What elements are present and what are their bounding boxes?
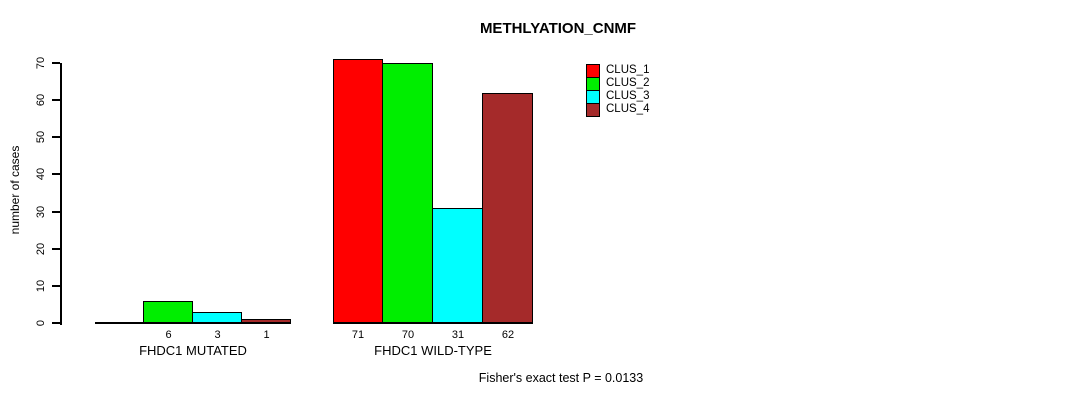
- y-axis-tick: [52, 284, 60, 287]
- y-tick-label: 70: [35, 56, 47, 70]
- legend-item-clus_3: CLUS_3: [586, 89, 650, 104]
- group-label: FHDC1 WILD-TYPE: [374, 343, 492, 358]
- bar-clus_4: [241, 319, 291, 323]
- legend-label: CLUS_3: [606, 90, 650, 102]
- legend-label: CLUS_2: [606, 77, 650, 89]
- bar-clus_4: [482, 93, 533, 323]
- annotation-text: Fisher's exact test P = 0.0133: [478, 371, 644, 385]
- bar-value-label: 1: [263, 329, 270, 341]
- bar-value-label: 3: [214, 329, 221, 341]
- legend: CLUS_1 CLUS_2 CLUS_3 CLUS_4: [586, 63, 650, 117]
- y-tick-label: 50: [35, 131, 47, 144]
- legend-swatch: [586, 76, 600, 91]
- y-axis-line: [60, 63, 62, 325]
- y-tick-label: 10: [35, 279, 47, 292]
- legend-item-clus_2: CLUS_2: [586, 76, 650, 91]
- legend-swatch: [586, 102, 600, 117]
- legend-label: CLUS_4: [606, 103, 650, 115]
- bar-value-label: 70: [401, 329, 415, 341]
- legend-label: CLUS_1: [606, 64, 650, 76]
- bar-clus_2: [143, 301, 193, 323]
- y-tick-label: 60: [35, 94, 47, 107]
- y-tick-label: 40: [35, 168, 47, 181]
- legend-item-clus_1: CLUS_1: [586, 63, 650, 78]
- y-tick-label: 30: [35, 205, 47, 218]
- y-axis-tick: [52, 247, 60, 250]
- y-axis-tick: [52, 210, 60, 213]
- y-axis-tick: [52, 322, 60, 324]
- bar-clus_2: [382, 63, 433, 323]
- bar-clus_3: [192, 312, 242, 323]
- y-axis-tick: [52, 136, 60, 139]
- legend-swatch: [586, 89, 600, 104]
- chart-title: METHLYATION_CNMF: [479, 20, 637, 37]
- y-axis-tick: [52, 173, 60, 176]
- bar-value-label: 71: [351, 329, 365, 341]
- y-tick-label: 0: [35, 319, 47, 327]
- y-tick-label: 20: [35, 242, 47, 255]
- bar-value-label: 62: [501, 329, 515, 341]
- legend-item-clus_4: CLUS_4: [586, 102, 650, 117]
- bar-value-label: 6: [165, 329, 172, 341]
- group-baseline: [333, 322, 533, 324]
- y-axis-tick: [52, 62, 60, 65]
- y-axis-label: number of cases: [8, 145, 22, 235]
- bar-clus_3: [432, 208, 483, 323]
- y-axis-tick: [52, 99, 60, 102]
- legend-swatch: [586, 63, 600, 78]
- bar-value-label: 31: [451, 329, 465, 341]
- bar-clus_1: [333, 59, 383, 323]
- group-baseline: [95, 322, 291, 324]
- group-label: FHDC1 MUTATED: [139, 343, 247, 358]
